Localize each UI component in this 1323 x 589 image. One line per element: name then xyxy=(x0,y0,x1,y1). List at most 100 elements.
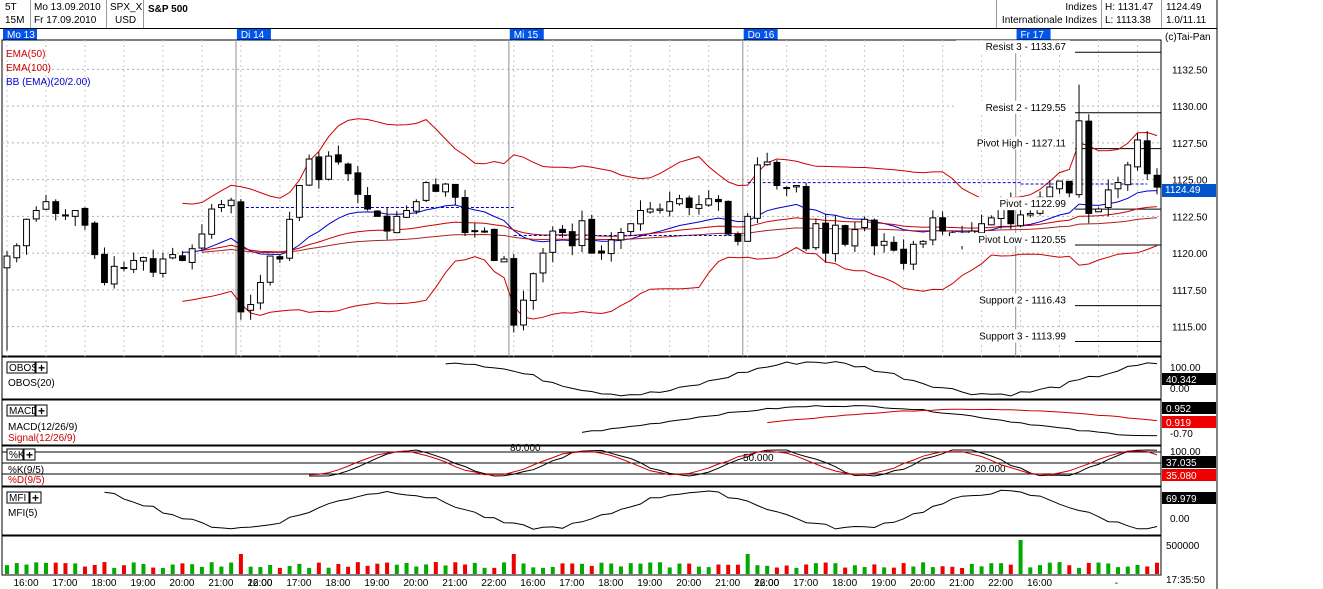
time-tick-label: 18:00 xyxy=(832,578,857,589)
volume-bar xyxy=(833,563,838,574)
pivot-label: Pivot High - 1127.11 xyxy=(977,139,1067,150)
chart-title: S&P 500 xyxy=(148,4,188,15)
chart-canvas[interactable]: Mo 13 Di 14 Mi 15 Do 16 Fr 17 Resist 3 - 113… xyxy=(0,0,1218,589)
candle-body xyxy=(529,273,537,301)
volume-bar xyxy=(1077,567,1082,574)
volume-bar xyxy=(463,564,468,574)
stoch-k-value: 37.035 xyxy=(1166,458,1197,469)
volume-bar xyxy=(102,562,107,574)
candle-body xyxy=(1134,139,1141,168)
mfi-panel xyxy=(1,486,1162,536)
volume-tick: 500000 xyxy=(1166,541,1200,552)
volume-bar xyxy=(599,562,604,574)
volume-bar xyxy=(901,563,906,574)
symbol: SPX_X xyxy=(110,2,143,13)
legend-entry: EMA(50) xyxy=(6,49,45,60)
volume-bar xyxy=(960,567,965,574)
macd-button-plus-button xyxy=(35,404,48,417)
candle-body xyxy=(208,208,216,235)
timeframe: 5T xyxy=(5,2,17,13)
low-value: L: 1113.38 xyxy=(1105,15,1151,26)
candle-body xyxy=(461,196,469,234)
day-marker-box xyxy=(509,29,544,40)
stoch-button-box xyxy=(6,448,24,461)
candle-body xyxy=(1153,174,1161,188)
macd-signal-value: 0.919 xyxy=(1166,418,1191,429)
volume-bar xyxy=(277,567,282,574)
candle-body xyxy=(1075,120,1083,196)
pivot-label: Pivot - 1122.99 xyxy=(999,199,1066,210)
indicator-legend: EMA(50) EMA(100) BB (EMA)(20/2.00) xyxy=(6,49,90,88)
volume-bar xyxy=(1155,562,1159,574)
candle-body xyxy=(364,195,372,210)
stoch-button-plus-button xyxy=(23,448,36,461)
volume-bar xyxy=(1028,567,1033,574)
time-tick-label: 22:00 xyxy=(988,578,1013,589)
volume-bar xyxy=(209,562,214,574)
macd-button-plus-icon: + xyxy=(38,404,45,418)
stoch-label: %K(9/5) xyxy=(8,465,44,476)
volume-bar xyxy=(550,566,555,574)
volume-bar xyxy=(1096,562,1101,574)
macd-tick: -0.70 xyxy=(1170,429,1193,440)
obos-panel xyxy=(1,356,1162,400)
day-marker-box xyxy=(3,29,37,40)
stoch-button-plus-icon: + xyxy=(26,448,33,462)
candle-body xyxy=(198,233,206,249)
volume-bar xyxy=(804,564,809,574)
candle-body xyxy=(412,201,420,212)
candle-body xyxy=(383,215,391,232)
stoch-d-value: 35.080 xyxy=(1166,471,1197,482)
volume-bar xyxy=(229,562,234,574)
volume-bar xyxy=(121,565,126,574)
volume-bar xyxy=(453,562,458,574)
time-tick-label: 21:00 xyxy=(208,578,233,589)
time-tick-label: - xyxy=(1115,578,1118,589)
candle-body xyxy=(403,209,411,218)
volume-bar xyxy=(735,564,740,574)
date-range-cell[interactable]: Mo 13.09.2010 Fr 17.09.2010 xyxy=(31,0,107,28)
timeframe-cell[interactable]: 5T 15M xyxy=(0,0,31,28)
stoch-tick-high: 100.00 xyxy=(1170,447,1201,458)
stoch-k-value-bg xyxy=(1162,456,1216,468)
stoch-level-50: 50.000 xyxy=(743,453,774,464)
volume-bar xyxy=(24,564,29,574)
stoch-d-line xyxy=(309,450,1158,476)
candle-body xyxy=(295,185,303,218)
category-cell[interactable]: Indizes Internationale Indizes xyxy=(996,0,1102,28)
volume-bar xyxy=(628,563,633,574)
volume-bar xyxy=(726,564,731,574)
volume-bar xyxy=(14,563,19,574)
candle-body xyxy=(344,163,352,175)
volume-bar xyxy=(63,563,68,574)
candle-body xyxy=(140,257,147,262)
stoch-d-label: %D(9/5) xyxy=(8,475,45,486)
candle-body xyxy=(354,172,362,195)
volume-bar xyxy=(872,564,877,574)
obos-button-box xyxy=(6,361,36,374)
volume-bar xyxy=(696,566,701,574)
symbol-cell[interactable]: SPX_X USD xyxy=(107,0,144,28)
volume-bar xyxy=(999,563,1004,574)
volume-bar xyxy=(774,567,779,574)
volume-bar xyxy=(609,563,614,574)
volume-bar xyxy=(667,567,672,574)
obos-button-plus-button xyxy=(35,361,48,374)
pivot-label: Support 3 - 1113.99 xyxy=(979,331,1066,342)
volume-bar xyxy=(365,565,370,574)
time-tick-label: 21:00 xyxy=(715,578,740,589)
candle-body xyxy=(471,230,479,233)
volume-bar xyxy=(1125,566,1130,574)
volume-bar xyxy=(1106,563,1111,574)
candle-body xyxy=(734,233,742,242)
candle-body xyxy=(1046,186,1054,198)
candle-body xyxy=(1085,120,1093,214)
time-tick-label: 20:00 xyxy=(169,578,194,589)
volume-bar xyxy=(930,567,935,574)
candle-body xyxy=(3,255,11,269)
legend-entry: BB (EMA)(20/2.00) xyxy=(6,77,90,88)
pivot-label-bg xyxy=(950,233,1070,247)
time-tick-label: 16:00 xyxy=(13,578,38,589)
mfi-line xyxy=(104,489,1158,530)
pivot-label: Resist 2 - 1129.55 xyxy=(986,103,1067,114)
